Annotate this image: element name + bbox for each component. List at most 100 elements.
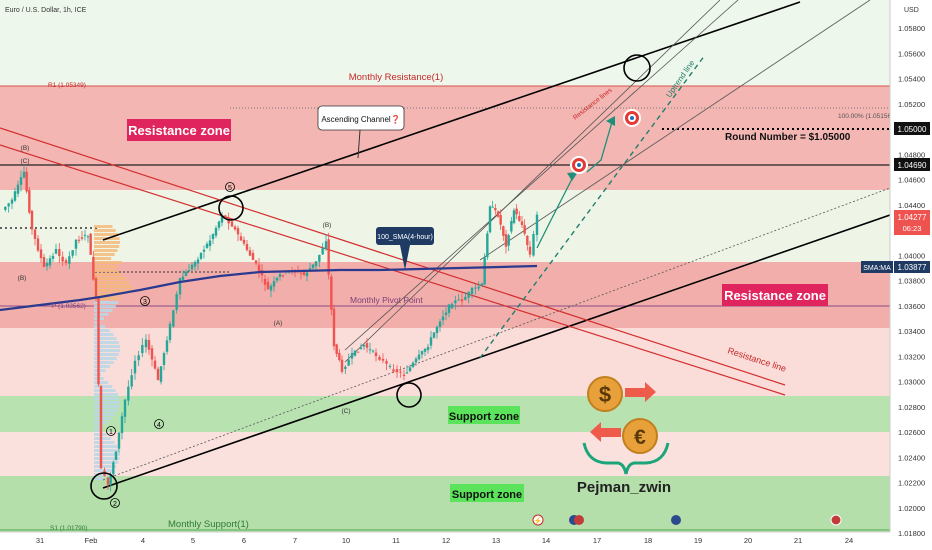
time-tick-label: 19 <box>694 536 702 545</box>
candle-body <box>467 291 470 298</box>
candle-body <box>474 287 477 289</box>
svg-text:1: 1 <box>109 429 113 436</box>
candle-body <box>127 386 130 401</box>
time-tick-label: 12 <box>442 536 450 545</box>
round-number-tag: 1.05000 <box>894 122 930 135</box>
candle-body <box>435 326 439 334</box>
candle-body <box>269 285 273 291</box>
resistance-line-1 <box>0 127 786 386</box>
time-tick-label: 13 <box>492 536 500 545</box>
price-axis[interactable] <box>890 0 932 550</box>
candle-body <box>19 177 23 185</box>
svg-text:$: $ <box>599 382 611 407</box>
volume-profile-bar <box>94 393 119 396</box>
volume-profile-bar <box>94 297 120 300</box>
price-tick-label: 1.02600 <box>898 428 925 437</box>
candle-body <box>196 259 200 264</box>
price-tick-label: 1.03000 <box>898 378 925 387</box>
volume-profile-bar <box>94 473 109 476</box>
volume-profile-bar <box>94 225 113 228</box>
volume-profile-bar <box>94 329 110 332</box>
candle-body <box>311 264 315 269</box>
band-lower-2 <box>0 432 890 476</box>
candle-body <box>159 366 163 382</box>
svg-text:5: 5 <box>228 185 232 192</box>
volume-profile-bar <box>94 265 118 268</box>
volume-profile-bar <box>94 381 109 384</box>
candle-body <box>450 303 454 309</box>
band-lower <box>0 328 890 396</box>
svg-text:Resistance zone: Resistance zone <box>128 123 230 138</box>
candle-body <box>515 208 518 215</box>
time-tick-label: 18 <box>644 536 652 545</box>
volume-profile-bar <box>94 385 113 388</box>
candle-body <box>447 304 451 313</box>
volume-profile-bar <box>94 449 120 452</box>
time-axis-ticks: 31 Feb 4 5 6 7 10 11 12 13 14 17 18 19 20 21 24 <box>36 536 853 545</box>
candle-body <box>99 386 103 469</box>
sma-callout: 100_SMA(4-hour) <box>376 227 434 270</box>
time-tick-label: 7 <box>293 536 297 545</box>
volume-profile-bar <box>94 277 127 280</box>
candle-body <box>156 368 160 381</box>
candle-body <box>144 339 148 348</box>
support-zone-lower <box>0 476 890 532</box>
svg-text:(C): (C) <box>20 158 29 165</box>
candle-body <box>420 351 424 355</box>
candle-body <box>510 221 513 232</box>
candle-body <box>392 369 395 372</box>
price-tick-label: 1.05800 <box>898 24 925 33</box>
price-tick-label: 1.03400 <box>898 327 925 336</box>
candle-body <box>109 474 112 485</box>
candle-body <box>332 308 336 347</box>
volume-profile-bar <box>94 341 119 344</box>
candle-body <box>314 261 318 267</box>
candle-body <box>266 281 270 290</box>
volume-profile-bar <box>94 353 119 356</box>
candle-body <box>356 351 360 353</box>
volume-profile-bar <box>94 429 103 432</box>
volume-profile-bar <box>94 233 119 236</box>
candle-body <box>426 346 430 351</box>
candlestick-series <box>4 165 539 492</box>
fib-label: 100.00% (1.05156) <box>838 113 893 120</box>
candle-body <box>94 278 98 299</box>
candle-body <box>114 451 118 460</box>
volume-profile-bar <box>94 257 112 260</box>
candle-body <box>353 350 357 356</box>
candle-body <box>42 257 46 267</box>
volume-profile-bar <box>94 301 119 304</box>
time-tick-label: 17 <box>593 536 601 545</box>
svg-text:(C): (C) <box>341 408 350 415</box>
candle-body <box>278 274 282 277</box>
volume-profile-bar <box>94 465 116 468</box>
candle-body <box>488 206 492 233</box>
time-axis[interactable] <box>0 532 890 550</box>
volume-profile-bar <box>94 269 118 272</box>
candle-body <box>477 286 480 289</box>
forecast-path <box>536 116 615 249</box>
candle-body <box>224 215 227 218</box>
price-tick-label: 1.04600 <box>898 176 925 185</box>
chart-title: Euro / U.S. Dollar, 1h, ICE <box>5 7 87 14</box>
candle-body <box>7 203 10 207</box>
svg-text:Ascending Channel❓: Ascending Channel❓ <box>321 114 400 124</box>
volume-profile-bar <box>94 309 113 312</box>
volume-profile-bar <box>94 337 117 340</box>
candle-body <box>4 206 7 210</box>
svg-text:(A): (A) <box>274 320 283 327</box>
candle-body <box>36 238 40 251</box>
svg-text:1.04690: 1.04690 <box>898 161 927 170</box>
candle-body <box>365 343 369 348</box>
volume-profile-bar <box>94 405 120 408</box>
candle-body <box>187 270 191 272</box>
sma-100-line <box>0 264 538 312</box>
volume-profile-bar <box>94 349 120 352</box>
volume-profile-bar <box>94 445 118 448</box>
candle-body <box>454 300 457 304</box>
last-price-tag: 1.04277 06:23 <box>894 210 930 235</box>
price-axis-ticks: 1.05800 1.05600 1.05400 1.05200 1.05000 1.048… <box>898 24 925 538</box>
candle-body <box>464 296 467 300</box>
candle-body <box>362 344 366 347</box>
